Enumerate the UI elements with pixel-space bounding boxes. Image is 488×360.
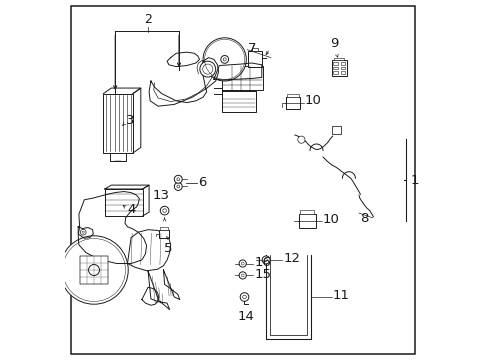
- Circle shape: [88, 265, 99, 275]
- Bar: [340, 62, 345, 65]
- Circle shape: [80, 229, 86, 235]
- Circle shape: [240, 293, 248, 301]
- Text: 4: 4: [127, 203, 136, 216]
- Circle shape: [203, 38, 246, 81]
- Circle shape: [60, 236, 128, 304]
- Circle shape: [177, 178, 179, 181]
- Circle shape: [160, 206, 168, 215]
- Text: 12: 12: [283, 252, 300, 265]
- Bar: [247, 51, 261, 67]
- Circle shape: [174, 175, 182, 183]
- Text: 16: 16: [254, 256, 271, 269]
- Circle shape: [223, 58, 226, 61]
- Text: 8: 8: [359, 212, 367, 225]
- Bar: [222, 66, 262, 90]
- Text: 14: 14: [237, 310, 253, 323]
- Text: 9: 9: [329, 37, 338, 50]
- Bar: [285, 97, 300, 109]
- Bar: [331, 60, 346, 76]
- Bar: [80, 256, 107, 284]
- Bar: [299, 210, 313, 214]
- Circle shape: [163, 209, 166, 212]
- Bar: [334, 58, 343, 60]
- Circle shape: [82, 231, 84, 233]
- Circle shape: [241, 274, 244, 277]
- Bar: [222, 91, 256, 112]
- Bar: [252, 48, 257, 51]
- Bar: [298, 214, 315, 228]
- Text: 7: 7: [247, 42, 256, 55]
- Bar: [103, 94, 133, 153]
- Text: 3: 3: [125, 114, 134, 127]
- Text: 5: 5: [164, 242, 172, 255]
- Circle shape: [174, 183, 182, 190]
- Bar: [333, 71, 337, 74]
- Bar: [286, 94, 299, 97]
- Text: 6: 6: [197, 176, 205, 189]
- Circle shape: [177, 185, 179, 188]
- Bar: [331, 126, 340, 134]
- Circle shape: [297, 136, 305, 143]
- Text: 10: 10: [305, 94, 321, 107]
- Circle shape: [221, 55, 228, 63]
- Bar: [159, 227, 168, 230]
- Circle shape: [242, 295, 246, 299]
- Bar: [159, 230, 168, 238]
- Circle shape: [239, 272, 246, 279]
- Text: 10: 10: [322, 213, 339, 226]
- Circle shape: [200, 61, 215, 77]
- Circle shape: [262, 256, 269, 264]
- Text: 2: 2: [144, 13, 152, 26]
- Text: 13: 13: [152, 189, 169, 202]
- Text: 15: 15: [254, 268, 271, 281]
- Circle shape: [239, 260, 246, 267]
- Circle shape: [264, 258, 267, 261]
- Bar: [333, 62, 337, 65]
- Bar: [340, 71, 345, 74]
- Bar: [104, 189, 142, 216]
- Text: 11: 11: [332, 289, 349, 302]
- Bar: [333, 67, 337, 69]
- Circle shape: [241, 262, 244, 265]
- Bar: [340, 67, 345, 69]
- Text: 1: 1: [410, 174, 419, 186]
